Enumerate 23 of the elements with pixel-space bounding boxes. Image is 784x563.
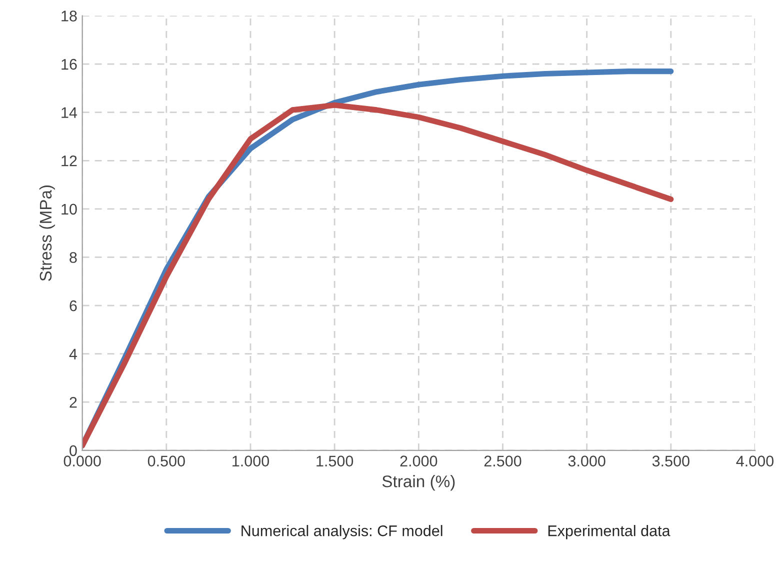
x-tick-label: 1.000 [232,456,270,466]
y-tick-label: 10 [62,204,77,215]
legend-label: Numerical analysis: CF model [242,525,442,540]
x-tick-label: 2.500 [484,456,522,466]
y-tick-label: 12 [62,156,77,166]
y-tick-label: 0 [70,445,77,456]
x-tick-label: 1.500 [316,456,354,466]
y-tick-label: 2 [70,396,77,408]
y-axis-title: Stress (MPa) [39,186,55,281]
y-tick-label: 18 [62,10,77,22]
y-tick-label: 4 [69,348,78,360]
y-tick-label: 8 [70,252,77,263]
y-tick-label: 6 [70,300,77,312]
x-tick-label: 2.000 [400,456,438,466]
x-tick-label: 3.500 [652,456,690,466]
x-tick-label: 0.500 [148,456,185,466]
x-tick-label: 0.000 [64,456,101,466]
x-axis-title: Strain (%) [382,475,455,491]
y-tick-label: 16 [62,58,77,70]
y-tick-label: 14 [62,107,78,118]
x-tick-label: 4.000 [736,456,774,466]
legend-label: Experimental data [548,525,670,540]
x-tick-label: 3.000 [568,456,606,466]
